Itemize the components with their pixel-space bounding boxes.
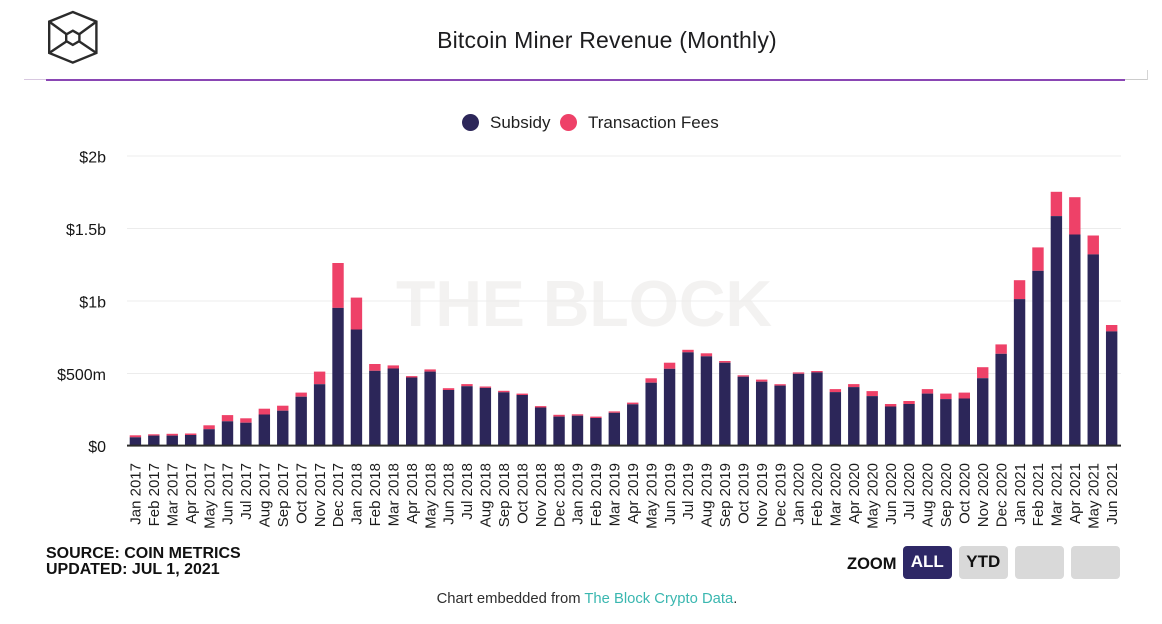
svg-text:Sep 2017: Sep 2017	[275, 463, 292, 527]
svg-text:Sep 2018: Sep 2018	[496, 463, 513, 527]
svg-text:Nov 2020: Nov 2020	[975, 463, 992, 527]
svg-text:Mar 2018: Mar 2018	[385, 463, 402, 526]
svg-text:Dec 2018: Dec 2018	[551, 463, 568, 527]
svg-text:Jun 2017: Jun 2017	[220, 463, 237, 525]
svg-text:Jan 2017: Jan 2017	[128, 463, 145, 525]
svg-text:Jul 2018: Jul 2018	[459, 463, 476, 520]
svg-text:Jan 2018: Jan 2018	[349, 463, 366, 525]
svg-text:Aug 2017: Aug 2017	[257, 463, 274, 527]
svg-text:$500m: $500m	[57, 367, 106, 384]
svg-text:THE BLOCK: THE BLOCK	[396, 267, 772, 340]
svg-text:$0: $0	[88, 439, 106, 456]
svg-text:Aug 2018: Aug 2018	[478, 463, 495, 527]
svg-text:Jun 2020: Jun 2020	[883, 463, 900, 525]
svg-text:Jan 2019: Jan 2019	[570, 463, 587, 525]
svg-text:Jul 2017: Jul 2017	[238, 463, 255, 520]
svg-text:Mar 2021: Mar 2021	[1049, 463, 1066, 526]
svg-text:Feb 2020: Feb 2020	[809, 463, 826, 526]
svg-text:Nov 2018: Nov 2018	[533, 463, 550, 527]
svg-text:Jun 2018: Jun 2018	[441, 463, 458, 525]
svg-text:Dec 2020: Dec 2020	[993, 463, 1010, 527]
svg-text:Sep 2020: Sep 2020	[938, 463, 955, 527]
svg-text:Jul 2020: Jul 2020	[901, 463, 918, 520]
svg-text:Oct 2017: Oct 2017	[293, 463, 310, 524]
svg-text:Feb 2018: Feb 2018	[367, 463, 384, 526]
svg-text:$1b: $1b	[79, 295, 106, 312]
svg-text:Oct 2020: Oct 2020	[957, 463, 974, 524]
svg-text:Mar 2020: Mar 2020	[828, 463, 845, 526]
svg-text:Jun 2021: Jun 2021	[1104, 463, 1121, 525]
svg-text:May 2021: May 2021	[1085, 463, 1102, 529]
svg-text:Jan 2021: Jan 2021	[1012, 463, 1029, 525]
svg-text:Mar 2019: Mar 2019	[607, 463, 624, 526]
svg-text:Oct 2019: Oct 2019	[735, 463, 752, 524]
svg-text:May 2019: May 2019	[643, 463, 660, 529]
svg-text:Jan 2020: Jan 2020	[791, 463, 808, 525]
svg-text:Jun 2019: Jun 2019	[662, 463, 679, 525]
svg-text:Oct 2018: Oct 2018	[514, 463, 531, 524]
svg-text:May 2020: May 2020	[864, 463, 881, 529]
svg-text:Dec 2019: Dec 2019	[772, 463, 789, 527]
svg-text:Nov 2019: Nov 2019	[754, 463, 771, 527]
svg-text:Aug 2019: Aug 2019	[699, 463, 716, 527]
svg-text:Feb 2017: Feb 2017	[146, 463, 163, 526]
svg-text:Apr 2019: Apr 2019	[625, 463, 642, 524]
svg-text:Apr 2017: Apr 2017	[183, 463, 200, 524]
svg-text:Mar 2017: Mar 2017	[164, 463, 181, 526]
svg-text:Apr 2020: Apr 2020	[846, 463, 863, 524]
svg-text:Jul 2019: Jul 2019	[680, 463, 697, 520]
svg-text:Aug 2020: Aug 2020	[920, 463, 937, 527]
svg-text:Sep 2019: Sep 2019	[717, 463, 734, 527]
svg-text:Nov 2017: Nov 2017	[312, 463, 329, 527]
svg-text:Apr 2021: Apr 2021	[1067, 463, 1084, 524]
svg-text:May 2017: May 2017	[201, 463, 218, 529]
svg-text:Dec 2017: Dec 2017	[330, 463, 347, 527]
svg-text:$1.5b: $1.5b	[66, 222, 106, 239]
svg-text:Feb 2021: Feb 2021	[1030, 463, 1047, 526]
svg-text:$2b: $2b	[79, 150, 106, 167]
svg-text:Feb 2019: Feb 2019	[588, 463, 605, 526]
svg-text:May 2018: May 2018	[422, 463, 439, 529]
svg-text:Apr 2018: Apr 2018	[404, 463, 421, 524]
